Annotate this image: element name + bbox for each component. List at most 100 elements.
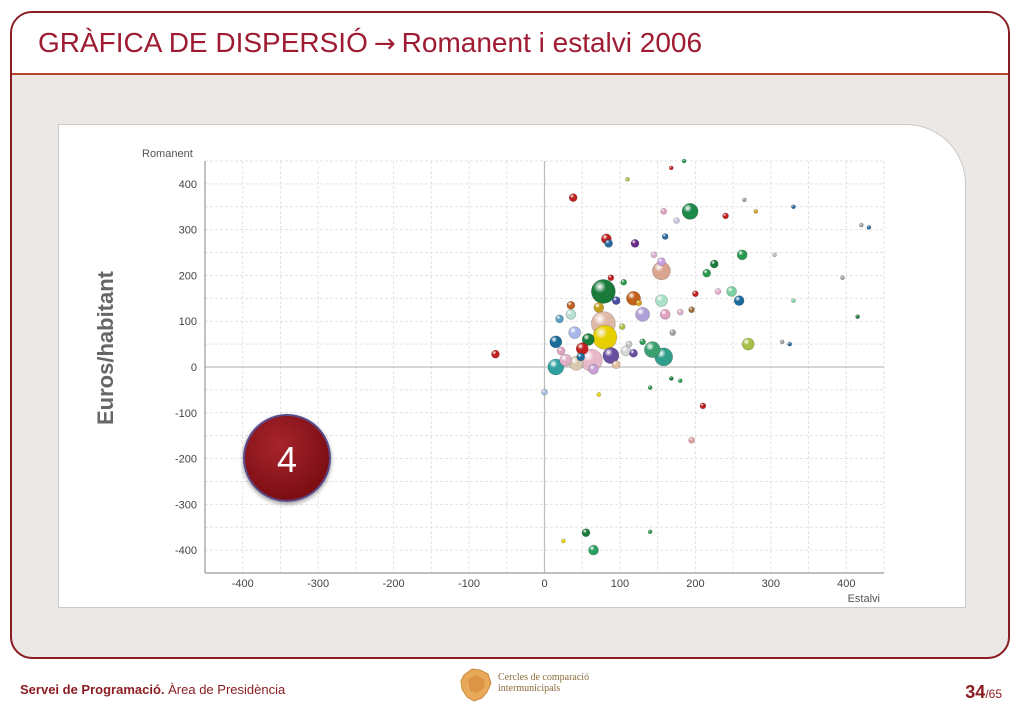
data-point[interactable] [669, 329, 677, 336]
data-point[interactable] [668, 165, 674, 171]
units-label: Euros/habitant [93, 270, 118, 426]
data-point[interactable] [709, 259, 719, 269]
data-point[interactable] [566, 300, 576, 310]
data-point[interactable] [779, 339, 785, 345]
data-point[interactable] [688, 436, 695, 444]
data-point[interactable] [625, 177, 630, 182]
data-point[interactable] [555, 314, 564, 324]
y-tick-label: -200 [175, 454, 197, 466]
data-point[interactable] [673, 217, 680, 224]
data-point[interactable] [742, 197, 747, 203]
data-point[interactable] [647, 529, 653, 535]
data-point[interactable] [547, 358, 565, 376]
data-point[interactable] [661, 233, 669, 240]
data-point[interactable] [699, 402, 707, 410]
data-point[interactable] [688, 306, 695, 314]
data-point[interactable] [702, 268, 712, 278]
data-point[interactable] [559, 353, 572, 367]
scatter-chart: -400 -300 -200 -100 0 100 200 300 400 400 300 200 10… [142, 148, 885, 605]
data-point[interactable] [650, 251, 658, 259]
data-point[interactable] [772, 252, 777, 258]
data-point[interactable] [859, 222, 864, 228]
data-point[interactable] [736, 249, 748, 261]
data-point[interactable] [556, 346, 566, 356]
data-point[interactable] [741, 337, 755, 351]
x-axis-title: Estalvi [848, 593, 880, 605]
data-point[interactable] [576, 352, 586, 362]
data-point[interactable] [655, 294, 668, 307]
data-point[interactable] [596, 392, 602, 397]
data-point[interactable] [681, 203, 699, 220]
data-point[interactable] [733, 295, 745, 306]
footer-organization: Servei de Programació. Àrea de Presidènc… [20, 682, 285, 697]
y-tick-label: -400 [175, 545, 197, 557]
title-sub: Romanent i estalvi 2006 [401, 27, 703, 58]
data-point[interactable] [726, 286, 737, 297]
data-point[interactable] [604, 239, 613, 248]
x-tick-label: 0 [541, 578, 547, 590]
data-point[interactable] [657, 257, 666, 267]
x-tick-label: 200 [686, 578, 704, 590]
data-point[interactable] [629, 348, 638, 358]
data-point[interactable] [611, 296, 621, 305]
data-point[interactable] [588, 544, 599, 556]
data-point[interactable] [647, 385, 653, 390]
data-point[interactable] [568, 193, 578, 202]
y-tick-label: 200 [179, 270, 197, 282]
data-point[interactable] [635, 299, 643, 307]
data-point[interactable] [635, 307, 650, 322]
y-tick-label: -100 [175, 408, 197, 420]
data-point[interactable] [692, 290, 699, 298]
axes: -400 -300 -200 -100 0 100 200 300 400 400 300 200 10… [175, 161, 884, 590]
data-point[interactable] [791, 298, 796, 303]
data-point[interactable] [618, 323, 626, 331]
data-point[interactable] [668, 376, 674, 381]
page-total: /65 [985, 687, 1002, 701]
data-point[interactable] [491, 349, 500, 359]
data-point[interactable] [625, 340, 633, 348]
x-tick-label: 300 [762, 578, 780, 590]
data-point[interactable] [620, 279, 628, 286]
data-point[interactable] [593, 302, 605, 313]
data-point[interactable] [714, 288, 722, 295]
data-point[interactable] [541, 388, 548, 396]
data-point[interactable] [660, 208, 668, 215]
data-point[interactable] [549, 335, 563, 349]
data-point[interactable] [602, 347, 620, 364]
data-point[interactable] [565, 309, 577, 320]
data-point[interactable] [591, 279, 616, 304]
y-tick-label: 400 [179, 179, 197, 191]
data-point[interactable] [866, 225, 872, 230]
page-number: 34/65 [965, 682, 1002, 703]
data-point[interactable] [659, 309, 671, 320]
x-tick-label: -400 [232, 578, 254, 590]
x-tick-label: 400 [837, 578, 855, 590]
x-tick-label: -200 [383, 578, 405, 590]
data-point[interactable] [644, 341, 661, 358]
data-point[interactable] [575, 342, 589, 355]
data-point[interactable] [561, 538, 566, 544]
data-point[interactable] [630, 239, 640, 248]
logo-line-2: intermunicipals [498, 683, 561, 694]
data-point[interactable] [722, 212, 729, 220]
data-point[interactable] [568, 326, 581, 339]
data-point[interactable] [611, 360, 621, 370]
data-point[interactable] [787, 341, 792, 347]
x-tick-label: -100 [458, 578, 480, 590]
data-point[interactable] [581, 333, 595, 346]
data-point[interactable] [681, 158, 687, 164]
data-point[interactable] [592, 324, 618, 350]
data-point[interactable] [840, 275, 845, 281]
x-tick-label: -300 [307, 578, 329, 590]
data-point[interactable] [753, 209, 759, 214]
data-point[interactable] [588, 363, 599, 375]
y-tick-label: 100 [179, 316, 197, 328]
data-point[interactable] [855, 314, 860, 319]
data-point[interactable] [791, 204, 796, 210]
data-point[interactable] [639, 338, 646, 346]
data-point[interactable] [581, 528, 591, 538]
data-point[interactable] [607, 274, 615, 282]
data-point[interactable] [676, 308, 684, 316]
data-point[interactable] [677, 378, 683, 384]
title-main: GRÀFICA DE DISPERSIÓ [38, 27, 368, 58]
